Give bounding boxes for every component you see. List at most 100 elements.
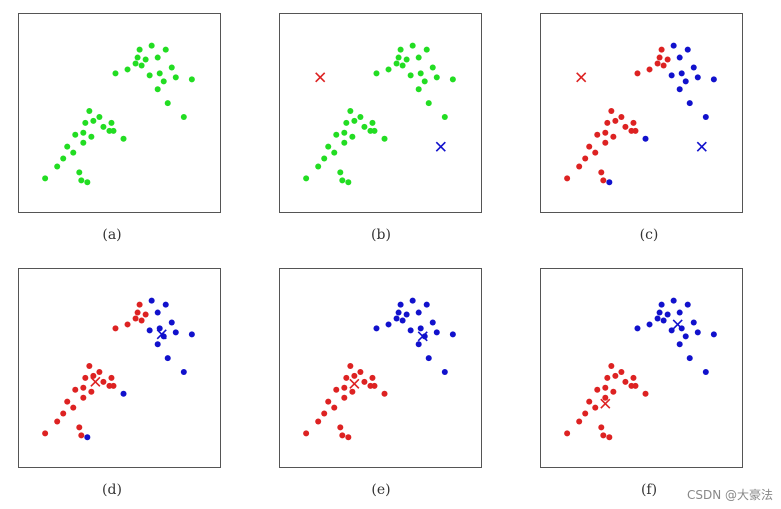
data-point bbox=[142, 311, 149, 318]
scatter-panel-f bbox=[540, 268, 743, 468]
data-point bbox=[108, 119, 115, 126]
data-point bbox=[409, 297, 416, 304]
data-point bbox=[642, 135, 649, 142]
data-point bbox=[341, 139, 348, 146]
scatter-panel-b bbox=[279, 13, 482, 213]
data-point bbox=[80, 394, 87, 401]
data-point bbox=[403, 311, 410, 318]
data-point bbox=[168, 64, 175, 71]
data-point bbox=[78, 177, 85, 184]
data-point bbox=[618, 368, 625, 375]
data-point bbox=[172, 74, 179, 81]
data-point bbox=[345, 179, 352, 186]
data-point bbox=[142, 56, 149, 63]
data-point bbox=[564, 175, 571, 182]
centroid-marker bbox=[90, 376, 101, 387]
plot-frame bbox=[18, 268, 221, 468]
data-point bbox=[80, 129, 87, 136]
data-point bbox=[678, 70, 685, 77]
scatter-panel-d bbox=[18, 268, 221, 468]
data-point bbox=[407, 327, 414, 334]
data-point bbox=[385, 321, 392, 328]
scatter-plot bbox=[18, 268, 221, 468]
data-point bbox=[606, 179, 613, 186]
data-point bbox=[357, 113, 364, 120]
scatter-plot bbox=[18, 13, 221, 213]
data-point bbox=[349, 388, 356, 395]
data-point bbox=[702, 368, 709, 375]
data-point bbox=[415, 54, 422, 61]
data-point bbox=[162, 301, 169, 308]
data-point bbox=[423, 301, 430, 308]
data-point bbox=[646, 321, 653, 328]
data-point bbox=[188, 76, 195, 83]
data-point bbox=[325, 398, 332, 405]
data-point bbox=[347, 108, 354, 115]
data-point bbox=[148, 42, 155, 49]
data-point bbox=[80, 139, 87, 146]
data-point bbox=[164, 100, 171, 107]
data-point bbox=[610, 388, 617, 395]
scatter-plot bbox=[540, 13, 743, 213]
data-point bbox=[331, 404, 338, 411]
data-point bbox=[576, 418, 583, 425]
data-point bbox=[180, 113, 187, 120]
data-point bbox=[668, 72, 675, 79]
data-point bbox=[612, 372, 619, 379]
data-point bbox=[90, 117, 97, 124]
data-point bbox=[70, 149, 77, 156]
data-point bbox=[132, 60, 139, 67]
data-point bbox=[393, 60, 400, 67]
data-point bbox=[349, 133, 356, 140]
scatter-panel-c bbox=[540, 13, 743, 213]
data-point bbox=[415, 309, 422, 316]
data-point bbox=[612, 117, 619, 124]
caption-f: (f) bbox=[640, 482, 658, 498]
data-point bbox=[154, 341, 161, 348]
scatter-plot bbox=[279, 13, 482, 213]
data-point bbox=[124, 321, 131, 328]
data-point bbox=[682, 333, 689, 340]
data-point bbox=[164, 355, 171, 362]
data-point bbox=[112, 70, 119, 77]
data-point bbox=[694, 329, 701, 336]
data-point bbox=[96, 113, 103, 120]
data-point bbox=[64, 143, 71, 150]
data-point bbox=[373, 325, 380, 332]
data-point bbox=[682, 78, 689, 85]
data-point bbox=[154, 309, 161, 316]
data-point bbox=[684, 46, 691, 53]
data-point bbox=[86, 108, 93, 115]
data-point bbox=[351, 372, 358, 379]
data-point bbox=[407, 72, 414, 79]
data-point bbox=[429, 319, 436, 326]
data-point bbox=[72, 131, 79, 138]
data-point bbox=[120, 390, 127, 397]
data-point bbox=[670, 297, 677, 304]
data-point bbox=[337, 169, 344, 176]
data-point bbox=[160, 78, 167, 85]
data-point bbox=[339, 432, 346, 439]
data-point bbox=[351, 117, 358, 124]
data-point bbox=[112, 325, 119, 332]
data-point bbox=[146, 327, 153, 334]
caption-a: (a) bbox=[102, 227, 122, 243]
data-point bbox=[449, 76, 456, 83]
data-point bbox=[670, 42, 677, 49]
data-point bbox=[188, 331, 195, 338]
data-point bbox=[632, 127, 639, 134]
scatter-plot bbox=[540, 268, 743, 468]
data-point bbox=[381, 135, 388, 142]
plot-frame bbox=[279, 13, 482, 213]
data-point bbox=[321, 410, 328, 417]
data-point bbox=[622, 123, 629, 130]
data-point bbox=[361, 123, 368, 130]
data-point bbox=[369, 374, 376, 381]
data-point bbox=[417, 325, 424, 332]
data-point bbox=[136, 301, 143, 308]
centroid-marker bbox=[600, 398, 611, 409]
plot-frame bbox=[18, 13, 221, 213]
data-point bbox=[429, 64, 436, 71]
data-point bbox=[658, 301, 665, 308]
data-point bbox=[656, 309, 663, 316]
